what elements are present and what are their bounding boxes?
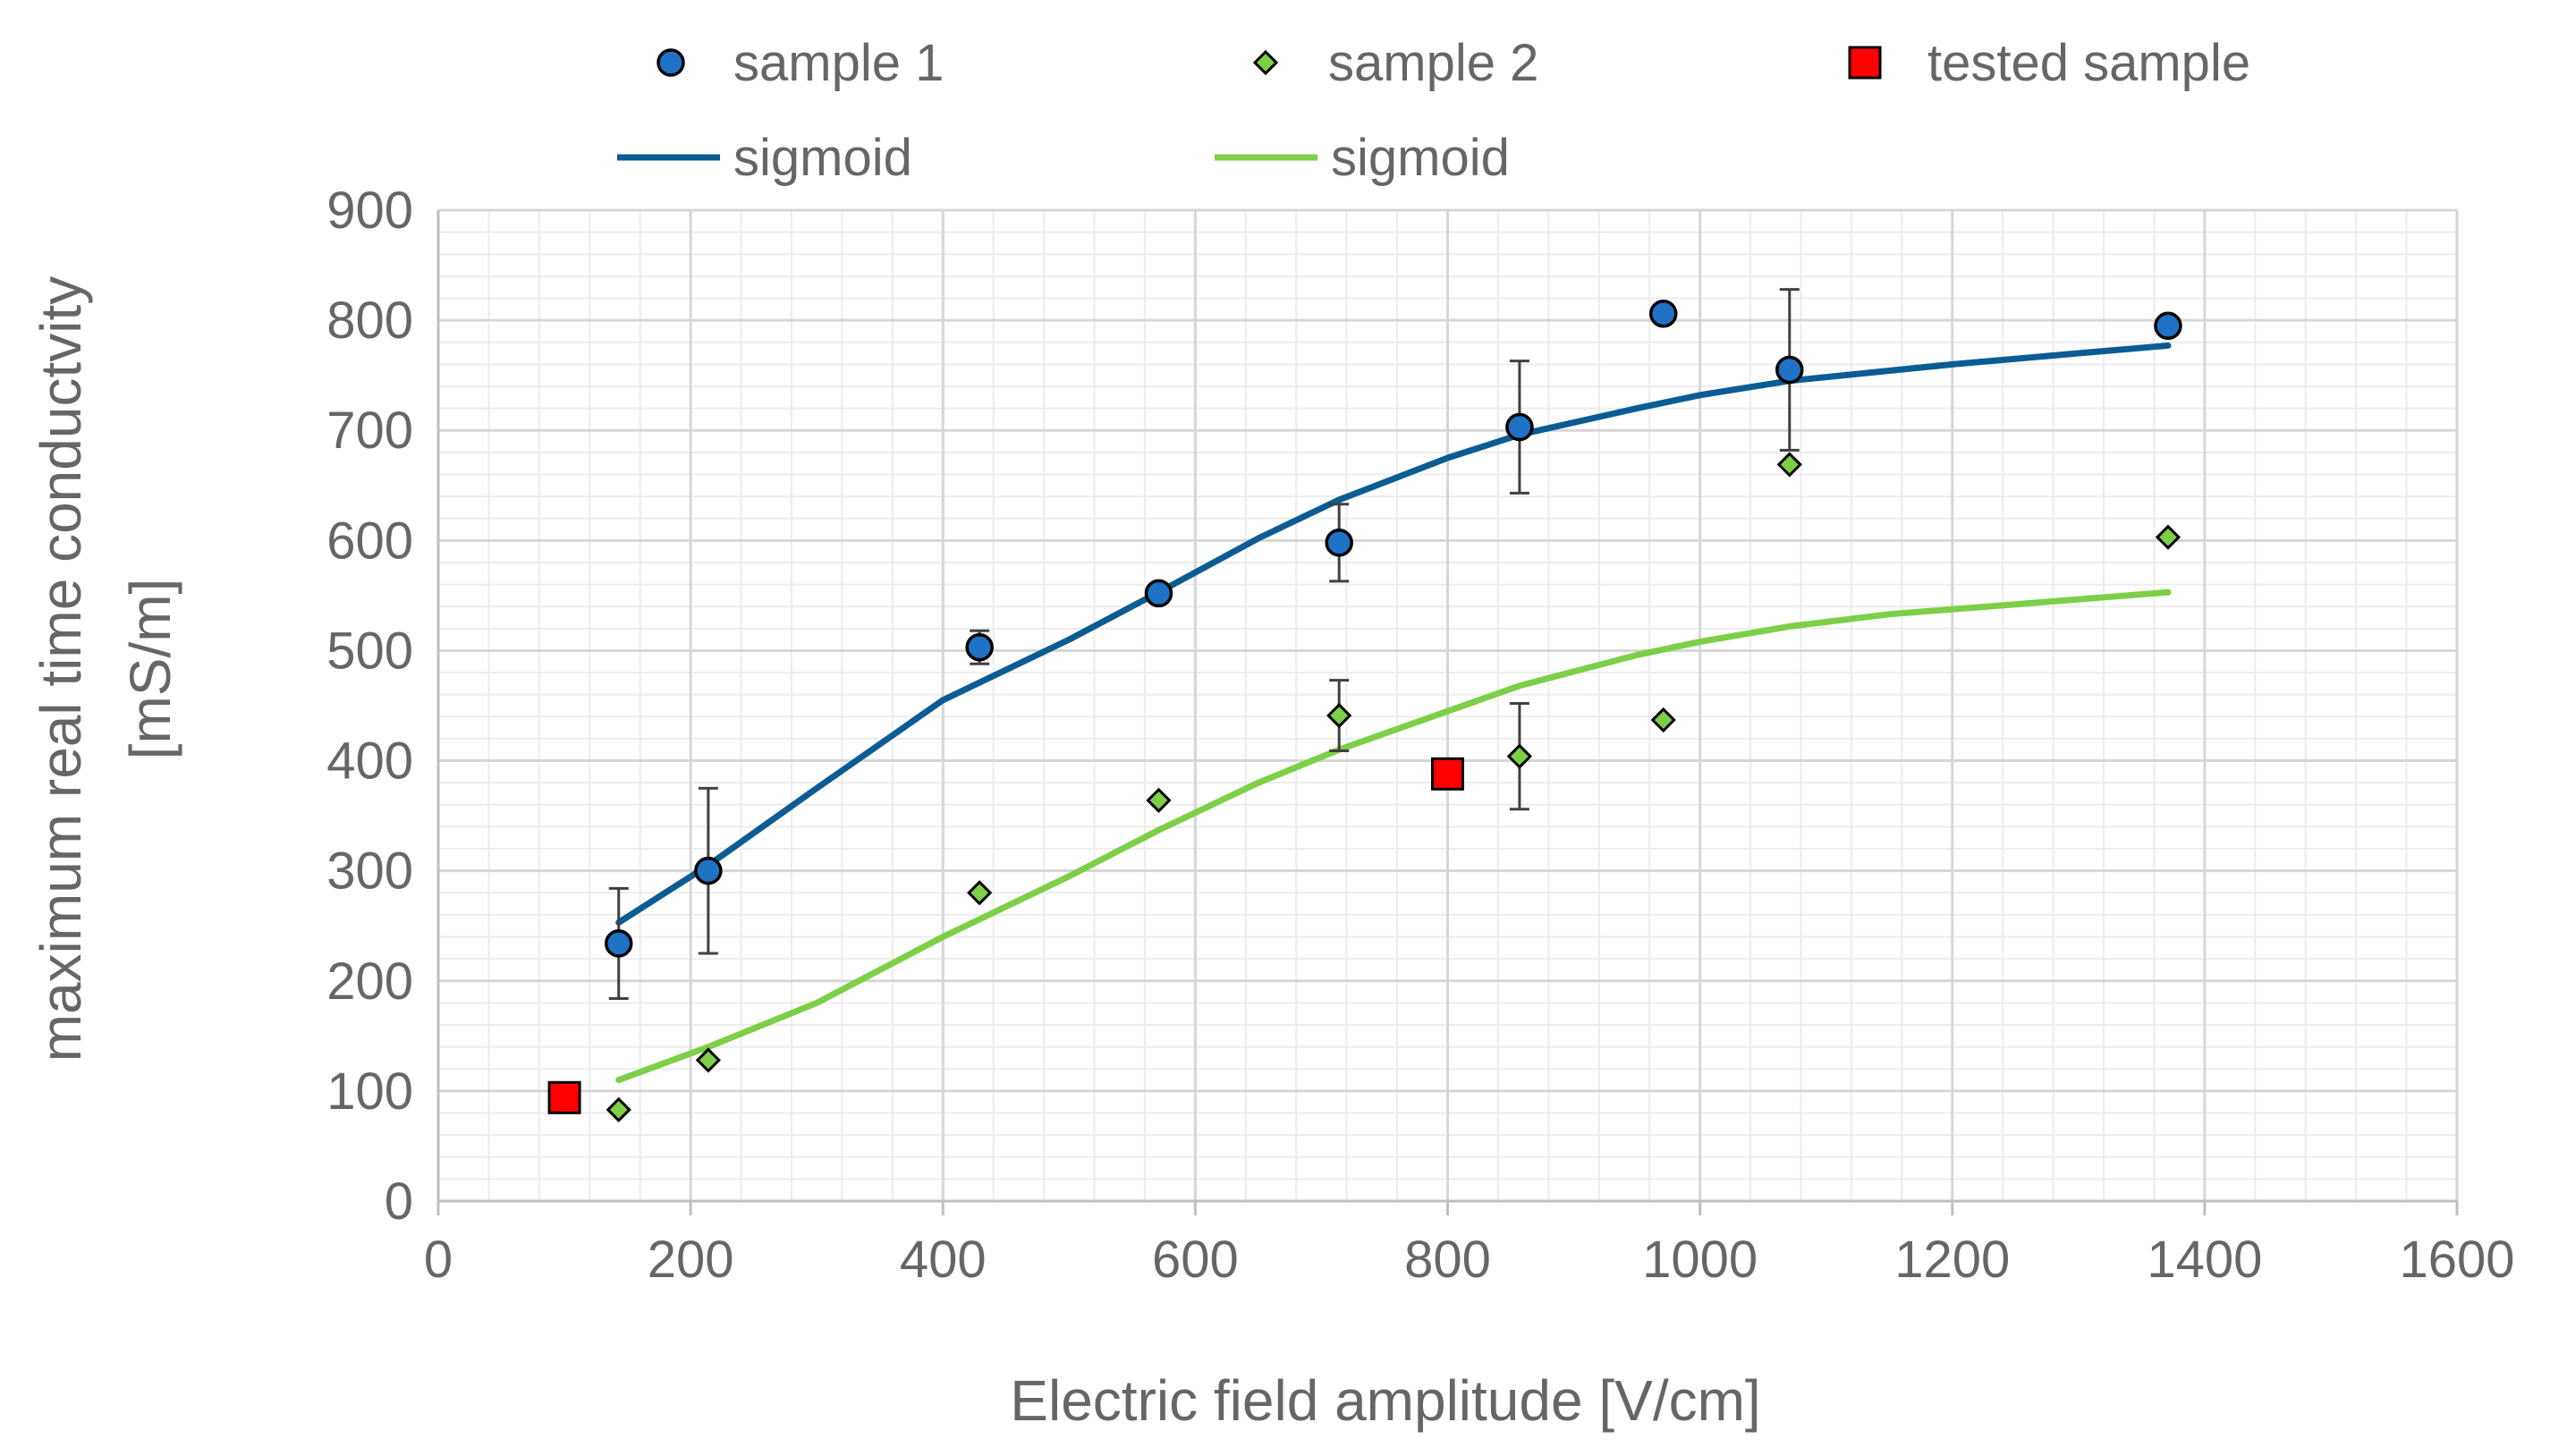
y-tick-label: 700 [326,402,413,460]
y-tick-label: 0 [385,1172,413,1231]
legend-marker [1848,46,1882,80]
series-line-sigmoid [615,342,2172,926]
legend-item-sample-2: sample 2 [1252,34,1538,92]
y-tick-label: 600 [326,512,413,570]
x-tick-label: 0 [424,1231,453,1289]
legend-item-sigmoid-1: sigmoid [617,129,912,187]
y-axis-title-line-2: [mS/m] [118,579,182,760]
legend: sample 1 sample 2 tested sample sigmoid sigm… [617,34,2250,187]
x-tick-label: 1000 [1642,1231,1758,1289]
y-tick-label: 300 [326,842,413,901]
series [547,288,2182,1122]
data-point [1775,355,1804,385]
x-tick-label: 400 [900,1231,987,1289]
tick-labels: 0 200 400 600 800 1000 1200 1400 1600 0 100 200 300 4… [326,182,2514,1289]
data-point [2154,311,2182,341]
x-tick-label: 800 [1404,1231,1491,1289]
legend-label: sample 1 [733,34,944,92]
data-point [1648,299,1678,328]
y-tick-label: 100 [326,1062,413,1121]
x-tick-label: 1400 [2147,1231,2262,1289]
data-point [694,856,723,885]
data-point [1650,707,1676,733]
data-point [2155,524,2181,550]
y-tick-label: 500 [326,622,413,680]
legend-label: sample 2 [1328,34,1538,92]
legend-label: sigmoid [733,129,912,187]
legend-label: sigmoid [1331,129,1510,187]
legend-item-sample-1: sample 1 [657,34,944,92]
data-point [965,633,994,662]
data-point [1144,579,1173,608]
data-point [1505,412,1534,442]
data-point [1325,529,1353,557]
x-tick-label: 1200 [1894,1231,2010,1289]
axes [436,210,2459,1215]
data-point [967,880,993,906]
y-tick-label: 400 [326,732,413,791]
y-tick-label: 900 [326,182,413,240]
legend-marker [657,48,685,77]
series-sample-1 [604,288,2182,1000]
legend-item-tested-sample: tested sample [1848,34,2250,92]
x-tick-label: 1600 [2399,1231,2514,1289]
series-tested-sample [547,757,1464,1114]
y-tick-label: 800 [326,292,413,350]
series-sample-2 [606,452,2181,1122]
x-tick-label: 600 [1152,1231,1239,1289]
legend-item-sigmoid-2: sigmoid [1215,129,1510,187]
x-axis-title: Electric field amplitude [V/cm] [1010,1368,1760,1433]
x-tick-label: 200 [648,1231,734,1289]
data-point [1776,452,1802,478]
grid [436,208,2459,1203]
legend-label: tested sample [1927,34,2250,92]
data-point [1146,787,1172,813]
data-point [1326,702,1352,729]
data-point [604,929,633,958]
data-point [1506,743,1533,769]
data-point [1431,757,1464,791]
data-point [547,1080,581,1114]
data-point [695,1047,721,1073]
legend-marker [1252,49,1279,76]
y-tick-label: 200 [326,952,413,1011]
y-axis-title: maximum real time conductvity [mS/m] [29,276,182,1062]
data-point [606,1096,631,1122]
y-axis-title-line-1: maximum real time conductvity [29,276,93,1062]
series-line-sigmoid [615,588,2172,1084]
